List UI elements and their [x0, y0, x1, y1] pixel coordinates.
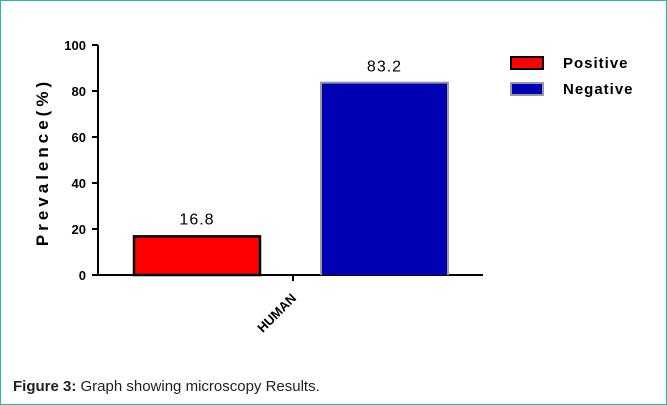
y-tick-label: 40 — [72, 176, 86, 191]
y-tick-label: 0 — [79, 268, 86, 283]
x-tick-label: HUMAN — [254, 291, 299, 336]
caption-text: Graph showing microscopy Results. — [76, 378, 320, 395]
legend-label-negative: Negative — [563, 81, 634, 98]
y-tick-label: 20 — [72, 222, 86, 237]
legend-swatch-negative — [512, 84, 542, 94]
y-tick-label: 80 — [72, 84, 86, 99]
caption-label: Figure 3: — [13, 378, 77, 395]
legend: Positive Negative — [510, 55, 634, 98]
y-tick-label: 60 — [72, 130, 86, 145]
figure-caption: Figure 3: Graph showing microscopy Resul… — [13, 378, 320, 395]
legend-swatch-positive — [510, 56, 544, 70]
bar-positive — [132, 235, 262, 277]
bars: 16.8 83.2 — [132, 59, 449, 277]
y-axis-title: Prevalence(%) — [33, 78, 52, 246]
data-label-positive: 16.8 — [179, 211, 214, 228]
legend-label-positive: Positive — [563, 55, 629, 72]
bar-negative — [322, 83, 447, 275]
y-tick-label: 100 — [64, 38, 86, 53]
data-label-negative: 83.2 — [367, 59, 402, 76]
